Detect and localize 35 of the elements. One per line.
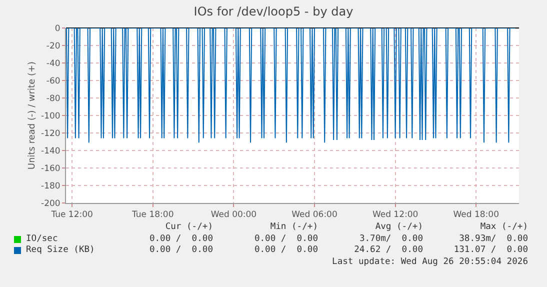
x-tick-label: Tue 12:00 [50,210,93,220]
text: Min (-/+) [270,222,318,232]
y-axis-title: Units read (-) / write (+) [27,61,38,170]
text: 0.00 / 0.00 [149,234,213,244]
text: Max (-/+) [480,222,528,232]
y-tick-label: -180 [41,181,60,192]
text: 38.93m/ 0.00 [459,234,528,244]
text: Cur (-/+) [165,222,213,232]
x-tick-label: Tue 18:00 [131,210,174,220]
y-tick-label: -200 [41,198,60,209]
text: 24.62 / 0.00 [354,245,423,255]
y-tick-label: -100 [41,111,60,122]
text: Avg (-/+) [375,222,423,232]
x-tick-label: Wed 12:00 [372,210,418,220]
legend-label: IO/sec [26,234,58,244]
text: 0.00 / 0.00 [254,245,318,255]
text: Last update: Wed Aug 26 20:55:04 2026 [332,256,528,266]
y-tick-label: -140 [41,146,60,156]
y-tick-label: -160 [41,164,60,174]
x-tick-label: Wed 06:00 [292,210,338,220]
text: 131.07 / 0.00 [454,245,528,255]
text: 3.70m/ 0.00 [359,234,423,244]
legend-label: Req Size (KB) [26,245,95,255]
x-tick-label: Wed 00:00 [210,210,257,220]
x-tick-label: Wed 18:00 [453,210,499,220]
y-tick-label: -120 [41,128,60,139]
y-tick-label: 0 [54,24,60,34]
y-tick-label: -60 [46,76,60,86]
text: 0.00 / 0.00 [254,234,318,244]
chart-title: IOs for /dev/loop5 - by day [194,4,354,19]
y-tick-label: -40 [46,58,60,69]
text: 0.00 / 0.00 [149,245,213,255]
y-tick-label: -20 [46,41,60,52]
line-series [66,28,516,144]
y-tick-label: -80 [46,94,60,104]
